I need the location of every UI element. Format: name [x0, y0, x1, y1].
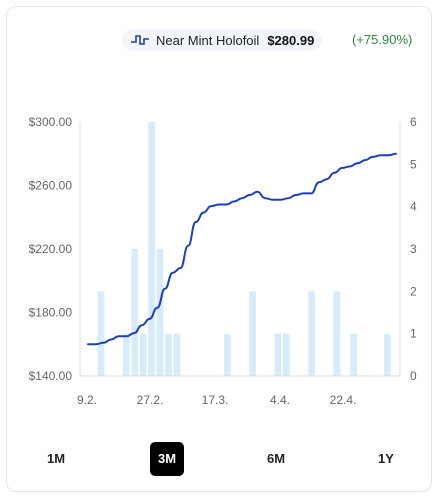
volume-bar	[249, 291, 256, 376]
y-right-tick-label: 5	[410, 157, 417, 171]
range-6m-button[interactable]: 6M	[266, 451, 286, 466]
price-line	[87, 152, 397, 346]
volume-bar	[224, 333, 231, 376]
y-right-tick-label: 1	[410, 327, 417, 341]
x-tick-label: 27.2.	[137, 393, 164, 407]
y-right-tick-label: 6	[410, 115, 417, 129]
y-right-tick-label: 2	[410, 284, 417, 298]
volume-bar	[139, 333, 147, 376]
line-series-icon	[130, 33, 150, 47]
volume-bar	[97, 291, 105, 376]
legend-series-name: Near Mint Holofoil	[156, 32, 260, 48]
volume-bar	[131, 249, 139, 376]
x-tick-label: 9.2.	[77, 393, 97, 407]
volume-bar	[282, 333, 290, 376]
volume-bar	[384, 333, 391, 376]
volume-bars	[97, 122, 391, 376]
y-left-tick-label: $180.00	[29, 306, 73, 320]
range-3m-button[interactable]: 3M	[150, 442, 184, 476]
price-chart: $300.00 $260.00 $220.00 $180.00 $140.00 6 5 4 3…	[29, 115, 417, 407]
y-right-tick-label: 3	[410, 242, 417, 256]
chart-card	[6, 6, 432, 492]
y-right-tick-label: 4	[410, 200, 417, 214]
volume-bar	[148, 122, 155, 376]
y-left-tick-label: $140.00	[29, 369, 73, 383]
volume-bar	[122, 333, 130, 376]
range-1m-button[interactable]: 1M	[46, 451, 66, 466]
legend-change: (+75.90%)	[352, 32, 413, 47]
x-tick-label: 17.3.	[202, 393, 229, 407]
x-tick-label: 22.4.	[330, 393, 357, 407]
volume-bar	[333, 291, 341, 376]
volume-bar	[274, 333, 282, 376]
y-right-tick-label: 0	[410, 369, 417, 383]
volume-bar	[165, 333, 172, 376]
legend-price: $280.99	[267, 32, 315, 48]
x-tick-label: 4.4.	[270, 393, 290, 407]
volume-bar	[308, 291, 315, 376]
y-left-tick-label: $300.00	[29, 115, 73, 129]
y-left-tick-label: $220.00	[29, 242, 73, 256]
range-1y-button[interactable]: 1Y	[378, 451, 394, 466]
volume-bar	[350, 333, 357, 376]
volume-bar	[156, 249, 164, 376]
volume-bar	[173, 333, 181, 376]
legend-entry[interactable]: Near Mint Holofoil $280.99	[122, 29, 323, 51]
y-left-tick-label: $260.00	[29, 179, 73, 193]
